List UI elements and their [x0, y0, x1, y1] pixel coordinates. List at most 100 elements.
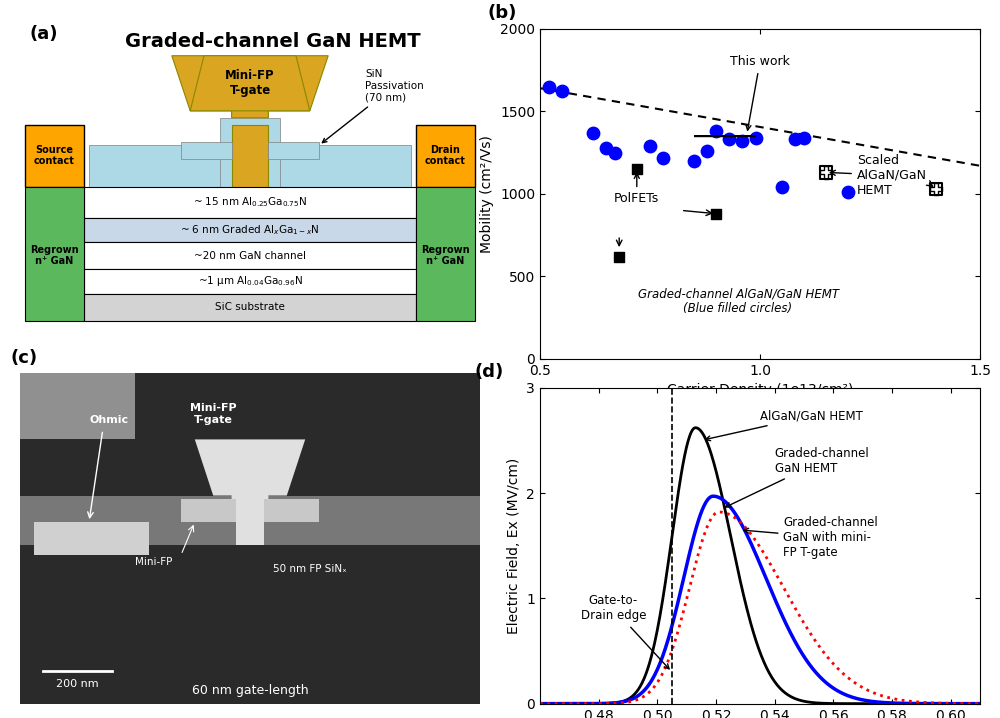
Text: SiC substrate: SiC substrate [215, 302, 285, 312]
Line: Graded-channel
GaN with mini-FP T-gate: Graded-channel GaN with mini-FP T-gate [540, 512, 980, 704]
Text: ~20 nm GaN channel: ~20 nm GaN channel [194, 251, 306, 261]
Text: Regrown
n⁺ GaN: Regrown n⁺ GaN [30, 245, 79, 266]
FancyBboxPatch shape [232, 125, 268, 194]
Text: 50 nm FP SiNₓ: 50 nm FP SiNₓ [273, 564, 347, 574]
FancyBboxPatch shape [34, 522, 149, 555]
AlGaN/GaN HEMT [974, 699, 986, 708]
Text: Mini-FP: Mini-FP [135, 557, 172, 567]
Point [585, 127, 601, 139]
Text: (a): (a) [29, 24, 58, 42]
FancyBboxPatch shape [416, 187, 475, 321]
Text: Source
contact: Source contact [34, 145, 75, 167]
Point [607, 147, 623, 159]
Graded-channel GaN HEMT [534, 699, 546, 708]
Graded-channel
GaN with mini-FP T-gate [747, 532, 759, 541]
Polygon shape [190, 56, 310, 111]
FancyBboxPatch shape [84, 187, 416, 218]
Text: SiN
Passivation
(70 nm): SiN Passivation (70 nm) [322, 70, 424, 143]
Text: ~ 6 nm Graded Al$_x$Ga$_{1-x}$N: ~ 6 nm Graded Al$_x$Ga$_{1-x}$N [180, 223, 320, 237]
Text: (d): (d) [474, 363, 503, 381]
FancyBboxPatch shape [181, 142, 232, 159]
Text: Graded-channel
GaN HEMT: Graded-channel GaN HEMT [726, 447, 869, 507]
Text: Gate-to-
Drain edge: Gate-to- Drain edge [581, 595, 669, 669]
AlGaN/GaN HEMT [689, 424, 701, 432]
Graded-channel GaN HEMT [707, 492, 719, 500]
Text: Regrown
n⁺ GaN: Regrown n⁺ GaN [421, 245, 470, 266]
X-axis label: Carrier Density (1e13/cm²): Carrier Density (1e13/cm²) [667, 383, 853, 398]
Point [611, 251, 627, 262]
Line: AlGaN/GaN HEMT: AlGaN/GaN HEMT [540, 428, 980, 704]
Text: (c): (c) [11, 349, 38, 367]
Graded-channel GaN HEMT [964, 699, 976, 708]
AlGaN/GaN HEMT [744, 616, 756, 625]
Point [734, 135, 750, 146]
Graded-channel GaN HEMT [896, 699, 908, 708]
AlGaN/GaN HEMT [747, 625, 759, 634]
FancyBboxPatch shape [268, 142, 319, 159]
Graded-channel GaN HEMT [974, 699, 986, 708]
FancyBboxPatch shape [25, 187, 84, 321]
Point [787, 134, 803, 145]
Point [629, 164, 645, 175]
Polygon shape [172, 56, 328, 118]
Point [708, 126, 724, 137]
AlGaN/GaN HEMT [964, 699, 976, 708]
FancyBboxPatch shape [20, 373, 480, 704]
AlGaN/GaN HEMT [534, 699, 546, 708]
Point [721, 134, 737, 145]
Text: ~ 15 nm Al$_{0.25}$Ga$_{0.75}$N: ~ 15 nm Al$_{0.25}$Ga$_{0.75}$N [193, 195, 307, 209]
Point [840, 187, 856, 198]
FancyBboxPatch shape [220, 118, 280, 204]
FancyBboxPatch shape [84, 294, 416, 321]
Point [928, 183, 944, 195]
Text: 60 nm gate-length: 60 nm gate-length [192, 684, 308, 696]
Graded-channel
GaN with mini-FP T-gate [896, 696, 908, 704]
Text: This work: This work [730, 55, 790, 130]
Text: Ohmic: Ohmic [89, 415, 128, 425]
Text: Graded-channel AlGaN/GaN HEMT
(Blue filled circles): Graded-channel AlGaN/GaN HEMT (Blue fill… [638, 287, 838, 315]
Point [655, 151, 671, 163]
Graded-channel
GaN with mini-FP T-gate [797, 617, 809, 625]
Point [818, 167, 834, 178]
Graded-channel
GaN with mini-FP T-gate [534, 699, 546, 708]
Graded-channel
GaN with mini-FP T-gate [744, 528, 756, 537]
AlGaN/GaN HEMT [797, 696, 809, 705]
Point [818, 167, 834, 178]
Text: AlGaN/GaN HEMT: AlGaN/GaN HEMT [706, 409, 863, 441]
Point [598, 142, 614, 154]
Line: Graded-channel GaN HEMT: Graded-channel GaN HEMT [540, 496, 980, 704]
Text: PolFETs: PolFETs [614, 174, 659, 205]
Polygon shape [195, 439, 305, 502]
Text: Graded-channel
GaN with mini-
FP T-gate: Graded-channel GaN with mini- FP T-gate [744, 516, 878, 559]
FancyBboxPatch shape [84, 269, 416, 294]
Point [541, 81, 557, 93]
Graded-channel
GaN with mini-FP T-gate [964, 699, 976, 708]
Graded-channel GaN HEMT [744, 536, 756, 545]
FancyBboxPatch shape [89, 145, 411, 187]
Y-axis label: Mobility (cm²/Vs): Mobility (cm²/Vs) [480, 135, 494, 253]
Point [748, 132, 764, 144]
FancyBboxPatch shape [25, 125, 84, 187]
Graded-channel GaN HEMT [773, 604, 785, 612]
FancyBboxPatch shape [264, 499, 319, 522]
Graded-channel
GaN with mini-FP T-gate [713, 508, 725, 516]
Y-axis label: Electric Field, Ex (MV/cm): Electric Field, Ex (MV/cm) [507, 457, 521, 634]
FancyBboxPatch shape [236, 502, 264, 545]
Point [708, 208, 724, 220]
Text: Drain
contact: Drain contact [425, 145, 466, 167]
FancyBboxPatch shape [181, 499, 236, 522]
Text: ~1 μm Al$_{0.04}$Ga$_{0.96}$N: ~1 μm Al$_{0.04}$Ga$_{0.96}$N [198, 274, 302, 289]
Point [796, 132, 812, 144]
FancyBboxPatch shape [416, 125, 475, 187]
Point [686, 155, 702, 167]
Point [554, 85, 570, 97]
Text: Mini-FP
T-gate: Mini-FP T-gate [225, 70, 275, 97]
Graded-channel
GaN with mini-FP T-gate [974, 699, 986, 708]
AlGaN/GaN HEMT [896, 699, 908, 708]
FancyBboxPatch shape [84, 242, 416, 269]
Point [699, 145, 715, 157]
Text: Scaled
AlGaN/GaN
HEMT: Scaled AlGaN/GaN HEMT [830, 154, 927, 197]
Text: (b): (b) [487, 4, 517, 22]
AlGaN/GaN HEMT [773, 683, 785, 691]
Graded-channel GaN HEMT [797, 651, 809, 659]
